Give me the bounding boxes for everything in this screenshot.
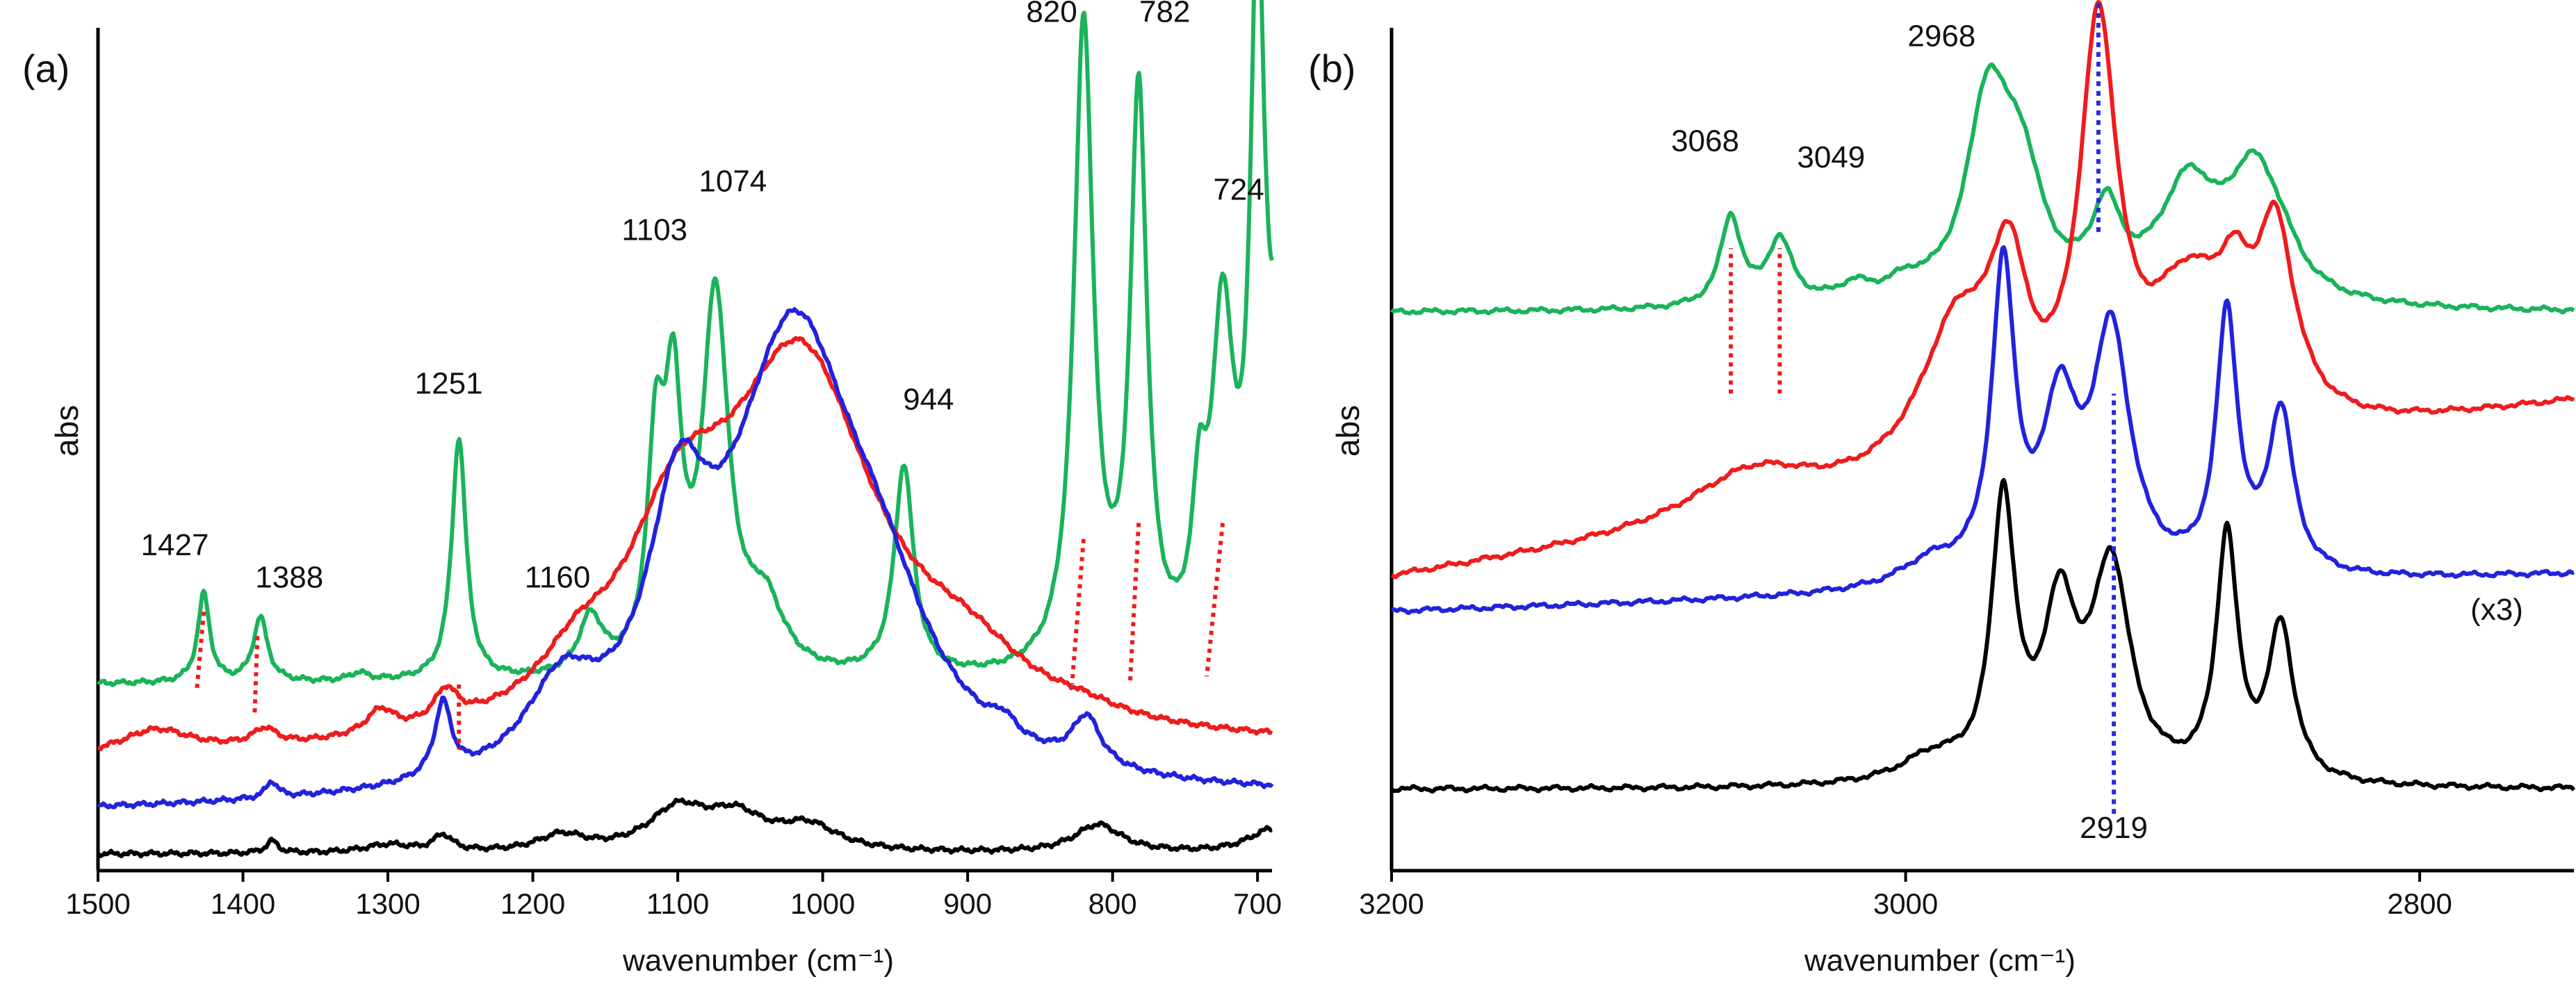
panel-b-label: (b) [1308,47,1355,90]
x-tick-label: 3200 [1359,887,1424,920]
peak-guide-red [1127,523,1141,685]
x-tick-label: 1200 [500,887,565,920]
x-tick-label: 1100 [646,887,709,920]
peak-guide-red [1205,523,1225,677]
peak-guide-red [252,636,260,717]
peak-label: 724 [1213,172,1264,206]
peak-label: (x3) [2470,593,2523,627]
peak-label: 944 [903,383,954,417]
series-line-blue [1390,245,2575,616]
peak-label: 2919 [2080,811,2148,845]
panel-b-guides [1729,0,2117,814]
x-tick-label: 900 [943,887,992,920]
panel-b-annotations: 3068 3049 2968 2925 2919 (x3) [1671,0,2523,845]
x-tick-label: 1300 [355,887,420,920]
x-tick-label: 2800 [2387,887,2452,920]
panel-b: (b) abs wavenumber (cm⁻¹) 3200 3000 2800 3… [1308,0,2576,978]
peak-label: 1251 [415,366,483,400]
series-line-black [1389,477,2576,794]
peak-label: 3068 [1671,124,1739,158]
series-line-blue [97,307,1274,810]
x-tick-label: 700 [1233,887,1282,920]
peak-guide-red [1070,539,1086,685]
series-line-red [1390,0,2575,580]
peak-label: 1103 [621,213,687,247]
panel-a-xlabel: wavenumber (cm⁻¹) [622,944,894,978]
panel-a-series [96,0,1274,859]
panel-b-ticks: 3200 3000 2800 [1359,871,2452,920]
panel-b-ylabel: abs [1330,405,1366,457]
x-tick-label: 1500 [65,887,130,920]
panel-a: (a) abs wavenumber (cm⁻¹) 1500 1400 1300 12… [22,0,1282,978]
peak-label: 1388 [255,561,323,595]
peak-label: 1074 [699,165,767,199]
x-tick-label: 3000 [1873,887,1938,920]
peak-label: 1427 [141,528,209,562]
peak-label: 782 [1139,0,1190,28]
panel-a-label: (a) [22,47,70,90]
peak-label: 2968 [1907,19,1975,53]
series-line-green [96,0,1274,687]
series-line-green [1389,62,2575,315]
x-tick-label: 800 [1089,887,1137,920]
peak-label: 3049 [1797,140,1865,174]
panel-a-ticks: 1500 1400 1300 1200 1100 1000 900 800 700 [65,871,1282,920]
peak-label: 820 [1026,0,1077,28]
panel-b-xlabel: wavenumber (cm⁻¹) [1804,944,2076,978]
peak-label: 2925 [2142,0,2210,5]
series-line-red [97,336,1273,752]
series-line-black [96,797,1273,859]
panel-a-guides [194,523,1225,750]
x-tick-label: 1000 [790,887,855,920]
x-tick-label: 1400 [211,887,275,920]
panel-a-ylabel: abs [49,405,85,457]
peak-label: 1160 [525,561,591,595]
panel-a-annotations: 1427 1388 1251 1160 1103 1074 944 820 782 724 [141,0,1264,595]
panel-b-series [1389,0,2576,794]
